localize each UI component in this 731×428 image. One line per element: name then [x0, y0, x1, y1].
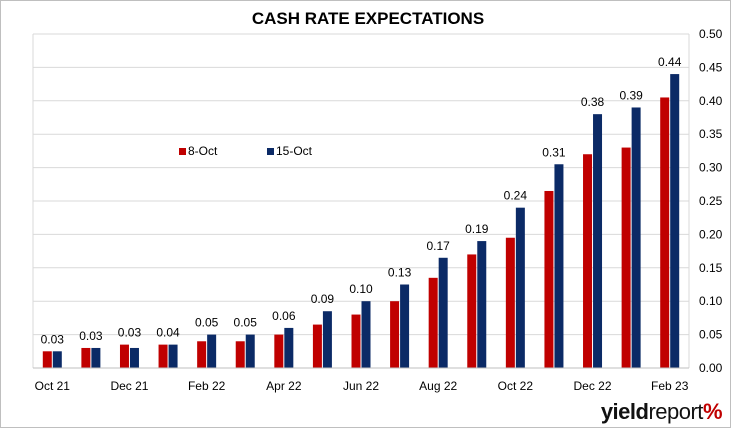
- bar-15-oct: [515, 207, 525, 368]
- data-label: 0.09: [311, 292, 335, 306]
- brand-logo: yieldreport%: [600, 399, 723, 425]
- chart-title: CASH RATE EXPECTATIONS: [252, 9, 484, 28]
- bar-15-oct: [245, 334, 255, 368]
- y-tick-label: 0.30: [699, 161, 723, 175]
- y-tick-label: 0.10: [699, 294, 723, 308]
- y-tick-label: 0.40: [699, 94, 723, 108]
- data-label: 0.44: [658, 55, 682, 69]
- bar-15-oct: [168, 344, 178, 368]
- data-label: 0.39: [619, 88, 643, 102]
- data-label: 0.05: [195, 316, 219, 330]
- bar-15-oct: [361, 301, 371, 368]
- bar-8-oct: [544, 190, 554, 368]
- y-tick-label: 0.00: [699, 361, 723, 375]
- bar-8-oct: [505, 237, 515, 368]
- brand-part-yield: yield: [600, 399, 649, 424]
- bar-8-oct: [428, 277, 438, 368]
- data-label: 0.19: [465, 222, 489, 236]
- y-tick-label: 0.50: [699, 27, 723, 41]
- bar-8-oct: [621, 147, 631, 368]
- brand-part-percent: %: [702, 399, 723, 424]
- bar-8-oct: [312, 324, 322, 368]
- bar-15-oct: [593, 114, 603, 368]
- bar-8-oct: [197, 341, 207, 368]
- data-label: 0.03: [118, 326, 142, 340]
- x-tick-label: Aug 22: [419, 379, 457, 393]
- x-tick-label: Feb 22: [188, 379, 226, 393]
- x-tick-label: Apr 22: [266, 379, 302, 393]
- legend-swatch: [179, 148, 186, 155]
- bar-8-oct: [158, 344, 168, 368]
- bar-8-oct: [81, 347, 91, 368]
- bar-15-oct: [400, 284, 410, 368]
- bar-8-oct: [351, 314, 361, 368]
- bar-8-oct: [235, 341, 245, 368]
- y-tick-label: 0.25: [699, 194, 723, 208]
- y-tick-label: 0.20: [699, 227, 723, 241]
- x-tick-label: Jun 22: [343, 379, 379, 393]
- y-tick-label: 0.45: [699, 60, 723, 74]
- bar-15-oct: [554, 164, 564, 368]
- data-label: 0.04: [156, 326, 180, 340]
- x-tick-label: Oct 22: [498, 379, 534, 393]
- data-label: 0.17: [426, 239, 450, 253]
- bar-8-oct: [390, 301, 400, 368]
- bar-15-oct: [477, 241, 487, 368]
- data-label: 0.03: [79, 329, 103, 343]
- data-label: 0.03: [41, 332, 65, 346]
- data-label: 0.31: [542, 145, 566, 159]
- bar-15-oct: [322, 311, 332, 368]
- data-label: 0.06: [272, 309, 296, 323]
- y-tick-label: 0.15: [699, 261, 723, 275]
- axes: 0.00 0.05 0.10 0.15 0.20 0.25 0.30 0.35 0.40 0.45…: [33, 27, 723, 393]
- data-label: 0.13: [388, 266, 412, 280]
- legend-label: 8-Oct: [188, 144, 218, 158]
- bar-15-oct: [91, 347, 101, 368]
- x-tick-label: Oct 21: [35, 379, 71, 393]
- bar-8-oct: [467, 254, 477, 368]
- y-tick-label: 0.05: [699, 328, 723, 342]
- data-label: 0.24: [504, 189, 528, 203]
- bar-15-oct: [670, 74, 680, 368]
- bar-15-oct: [284, 327, 294, 368]
- bar-15-oct: [438, 257, 448, 368]
- bar-8-oct: [119, 344, 129, 368]
- data-label: 0.05: [234, 316, 258, 330]
- legend: 8-Oct 15-Oct: [179, 144, 313, 158]
- bar-15-oct: [631, 107, 641, 368]
- x-tick-label: Dec 21: [110, 379, 148, 393]
- bar-15-oct: [129, 347, 139, 368]
- bar-8-oct: [583, 154, 593, 368]
- bar-15-oct: [207, 334, 217, 368]
- data-label: 0.10: [349, 282, 373, 296]
- bar-15-oct: [52, 351, 62, 368]
- bar-8-oct: [660, 97, 670, 369]
- x-tick-label: Feb 23: [651, 379, 689, 393]
- legend-label: 15-Oct: [276, 144, 313, 158]
- data-label: 0.38: [581, 95, 605, 109]
- legend-swatch: [267, 148, 274, 155]
- brand-part-report: report: [648, 399, 703, 424]
- bars: [42, 74, 680, 369]
- x-tick-label: Dec 22: [574, 379, 612, 393]
- y-tick-label: 0.35: [699, 127, 723, 141]
- bar-8-oct: [42, 351, 52, 368]
- data-labels: 0.03 0.03 0.03 0.04 0.05 0.05 0.06 0.09 0.10 0.13…: [41, 55, 682, 346]
- gridlines: [32, 33, 690, 369]
- bar-8-oct: [274, 334, 284, 368]
